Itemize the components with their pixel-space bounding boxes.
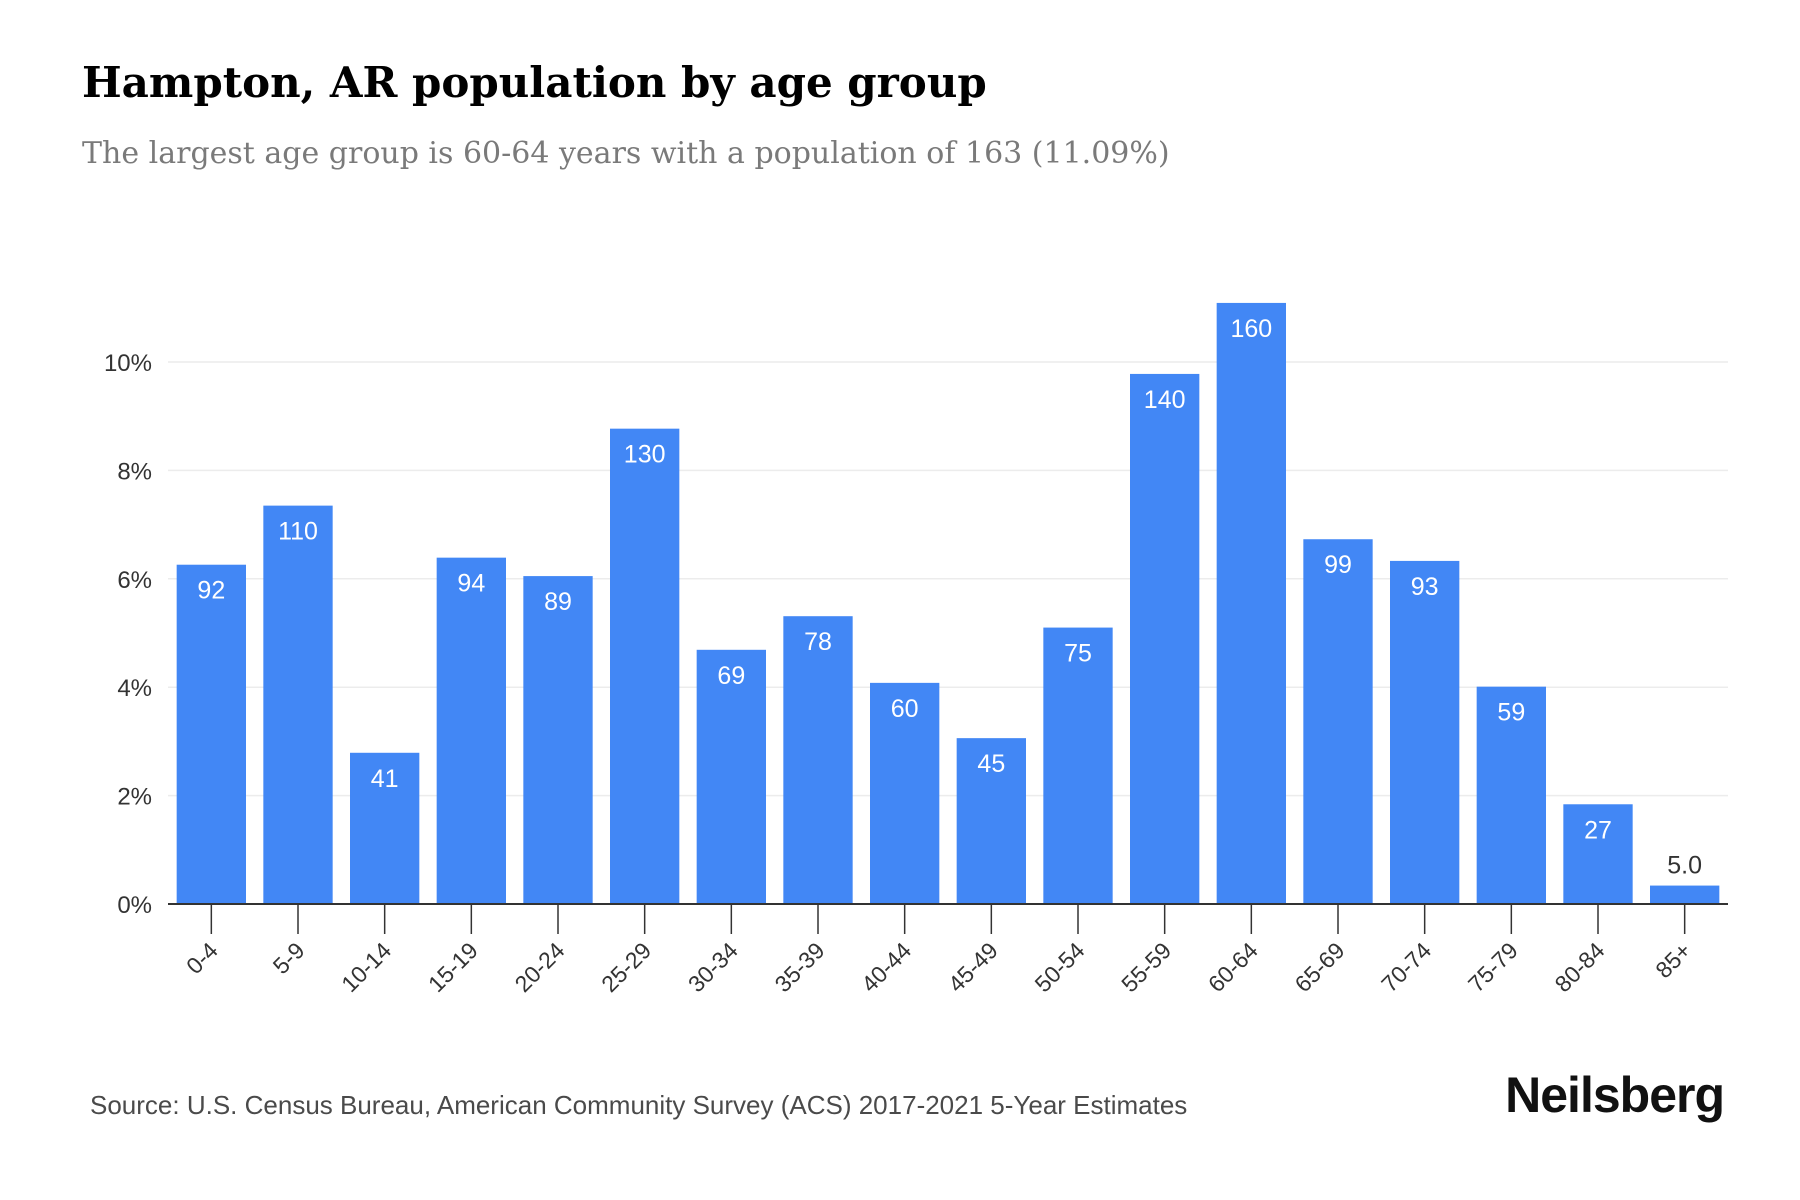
- bars: 92 110 41 94 89 130 69 78 60 45 75 140 160 99 93 59 27 5.…: [176, 302, 1720, 904]
- x-tick-label: 75-79: [1463, 937, 1523, 997]
- bar-value-label: 41: [371, 765, 399, 793]
- x-tick-label: 5-9: [268, 937, 310, 979]
- x-tick-label: 55-59: [1116, 937, 1176, 997]
- x-tick-label: 80-84: [1550, 937, 1610, 997]
- bar: [1043, 627, 1113, 904]
- y-tick-label: 4%: [117, 675, 152, 702]
- bar-value-label: 45: [977, 750, 1005, 778]
- x-tick-label: 15-19: [423, 937, 483, 997]
- bar: [610, 428, 680, 904]
- x-tick-label: 25-29: [596, 937, 656, 997]
- bar: [263, 505, 333, 904]
- bar: [1390, 560, 1460, 904]
- bar-chart: 0% 2% 4% 6% 8% 10% 92 110 41 94 89 130 69 78 60 45 75 14…: [104, 302, 1728, 997]
- x-axis: 0-4 5-9 10-14 15-19 20-24 25-29 30-34 35-39 40-4…: [168, 903, 1728, 997]
- x-tick-label: 30-34: [683, 937, 743, 997]
- x-tick-label: 10-14: [336, 937, 396, 997]
- bar-value-label: 89: [544, 588, 572, 616]
- bar: [870, 682, 940, 904]
- y-tick-label: 10%: [104, 350, 152, 377]
- x-tick-label: 60-64: [1203, 937, 1263, 997]
- x-tick-label: 45-49: [943, 937, 1003, 997]
- x-tick-label: 40-44: [856, 937, 916, 997]
- bar-value-label: 27: [1584, 816, 1612, 844]
- bar-value-label: 160: [1230, 315, 1272, 343]
- x-tick-label: 20-24: [510, 937, 570, 997]
- bar-value-label: 78: [804, 628, 832, 656]
- source-note: Source: U.S. Census Bureau, American Com…: [90, 1090, 1188, 1120]
- x-tick-label: 35-39: [770, 937, 830, 997]
- bar-value-label: 94: [457, 570, 485, 598]
- y-tick-label: 6%: [117, 567, 152, 594]
- chart-title: Hampton, AR population by age group: [82, 58, 987, 107]
- x-tick-label: 0-4: [181, 937, 223, 979]
- y-tick-label: 2%: [117, 784, 152, 811]
- bar-value-label: 59: [1497, 699, 1525, 727]
- bar: [1130, 373, 1200, 904]
- bar-value-label: 130: [624, 441, 666, 469]
- bar-value-label: 99: [1324, 551, 1352, 579]
- neilsberg-logo[interactable]: Neilsberg: [1505, 1067, 1725, 1123]
- chart-subtitle: The largest age group is 60-64 years wit…: [82, 136, 1170, 171]
- bar: [523, 576, 593, 904]
- bar-value-label: 110: [278, 518, 318, 546]
- bar-value-label: 92: [197, 577, 225, 605]
- bar: [1563, 804, 1633, 904]
- bar-value-label: 69: [717, 662, 745, 690]
- bar: [436, 557, 506, 904]
- bar-value-label: 93: [1411, 573, 1439, 601]
- bar: [956, 738, 1026, 904]
- bar: [1476, 686, 1546, 904]
- x-tick-label: 50-54: [1030, 937, 1090, 997]
- bar: [1216, 302, 1286, 904]
- bar-value-label: 140: [1144, 386, 1186, 414]
- bar-value-label: 5.0: [1667, 852, 1702, 880]
- bar: [1303, 539, 1373, 904]
- x-tick-label: 85+: [1650, 937, 1696, 983]
- gridlines: 0% 2% 4% 6% 8% 10%: [104, 350, 1728, 919]
- y-tick-label: 0%: [117, 892, 152, 919]
- bar: [783, 616, 853, 904]
- bar-value-label: 75: [1064, 640, 1092, 668]
- bar: [350, 752, 420, 904]
- bar: [1650, 885, 1720, 904]
- bar: [176, 564, 246, 904]
- x-tick-label: 65-69: [1290, 937, 1350, 997]
- bar: [696, 649, 766, 904]
- y-tick-label: 8%: [117, 458, 152, 485]
- x-tick-label: 70-74: [1376, 937, 1436, 997]
- bar-value-label: 60: [891, 695, 919, 723]
